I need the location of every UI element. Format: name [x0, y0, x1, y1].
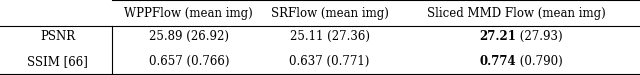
Text: SSIM [66]: SSIM [66] [27, 55, 88, 68]
Text: (0.790): (0.790) [516, 55, 563, 68]
Text: WPPFlow (mean img): WPPFlow (mean img) [124, 7, 253, 20]
Text: 25.11 (27.36): 25.11 (27.36) [290, 29, 370, 43]
Text: 0.637 (0.771): 0.637 (0.771) [289, 55, 370, 68]
Text: PSNR: PSNR [40, 29, 75, 43]
Text: (27.93): (27.93) [516, 29, 563, 43]
Text: 27.21: 27.21 [479, 29, 516, 43]
Text: 25.89 (26.92): 25.89 (26.92) [148, 29, 229, 43]
Text: 0.774: 0.774 [480, 55, 516, 68]
Text: Sliced MMD Flow (mean img): Sliced MMD Flow (mean img) [427, 7, 606, 20]
Text: 0.657 (0.766): 0.657 (0.766) [148, 55, 229, 68]
Text: SRFlow (mean img): SRFlow (mean img) [271, 7, 388, 20]
